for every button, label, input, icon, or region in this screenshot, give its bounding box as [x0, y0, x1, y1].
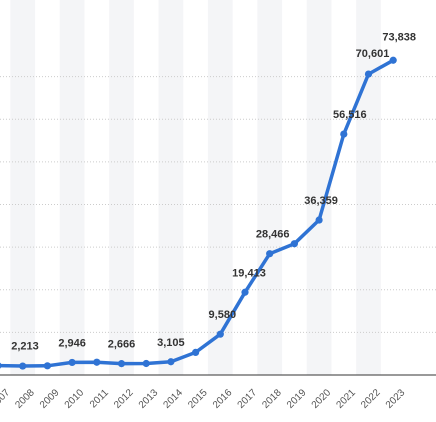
point-2023: [389, 56, 397, 64]
x-tick-2008: 2008: [13, 387, 37, 411]
x-tick-2022: 2022: [359, 387, 383, 411]
x-tick-2023: 2023: [384, 387, 408, 411]
point-2010: [68, 358, 76, 367]
x-tick-2011: 2011: [88, 387, 111, 410]
x-tick-2018: 2018: [260, 387, 284, 411]
data-label-2020: 36,359: [304, 195, 338, 207]
data-label-2012: 2,666: [108, 339, 136, 351]
gridlines: [0, 76, 436, 333]
data-label-2018: 28,466: [256, 229, 290, 241]
band-2008: [10, 0, 36, 375]
data-points: [0, 56, 397, 370]
series-path: [0, 58, 395, 368]
x-tick-2009: 2009: [38, 387, 62, 411]
data-labels: 2,213 2,946 2,666 3,105 9,580 19,413 28,466 36,…: [11, 31, 416, 352]
x-tick-labels: 2007 2008 2009 2010 2011 2012 2013 2014 2015 2016…: [0, 387, 408, 411]
band-2016: [207, 0, 233, 375]
x-tick-2012: 2012: [112, 387, 136, 411]
background-bands: [10, 0, 381, 375]
point-2014: [167, 358, 175, 366]
x-tick-2015: 2015: [186, 387, 210, 411]
band-2010: [59, 0, 85, 375]
data-label-2007: 2,213: [11, 341, 39, 353]
series-line: [0, 58, 395, 368]
point-2017: [241, 288, 249, 296]
data-label-2023: 73,838: [382, 31, 416, 43]
data-label-2021: 56,516: [333, 109, 367, 121]
point-2022: [364, 70, 373, 78]
point-2015: [192, 348, 200, 357]
band-2014: [158, 0, 184, 375]
point-2016: [216, 330, 224, 338]
x-tick-2010: 2010: [63, 387, 87, 411]
x-tick-2014: 2014: [162, 387, 186, 411]
data-label-2017: 19,413: [232, 267, 266, 279]
x-tick-2016: 2016: [211, 387, 235, 411]
point-2020: [315, 216, 323, 224]
x-tick-2019: 2019: [285, 387, 309, 411]
point-2012: [117, 360, 126, 368]
data-label-2010: 2,946: [58, 337, 86, 349]
data-label-2022: 70,601: [356, 48, 390, 60]
band-2018: [257, 0, 283, 375]
point-2019: [290, 240, 298, 248]
point-2008: [19, 362, 27, 370]
x-tick-2021: 2021: [334, 387, 358, 411]
data-label-2014: 3,105: [157, 337, 185, 349]
x-tick-2020: 2020: [310, 387, 334, 411]
x-tick-2007: 2007: [0, 387, 12, 411]
band-2012: [109, 0, 134, 375]
point-2021: [340, 130, 348, 138]
x-tick-2013: 2013: [137, 387, 161, 411]
point-2018: [266, 250, 274, 258]
data-label-2016: 9,580: [209, 309, 237, 321]
point-2013: [142, 359, 150, 368]
point-2007: [0, 362, 2, 369]
band-2022: [356, 0, 381, 375]
point-2009: [43, 362, 52, 370]
point-2011: [93, 358, 101, 366]
x-tick-2017: 2017: [236, 387, 260, 411]
